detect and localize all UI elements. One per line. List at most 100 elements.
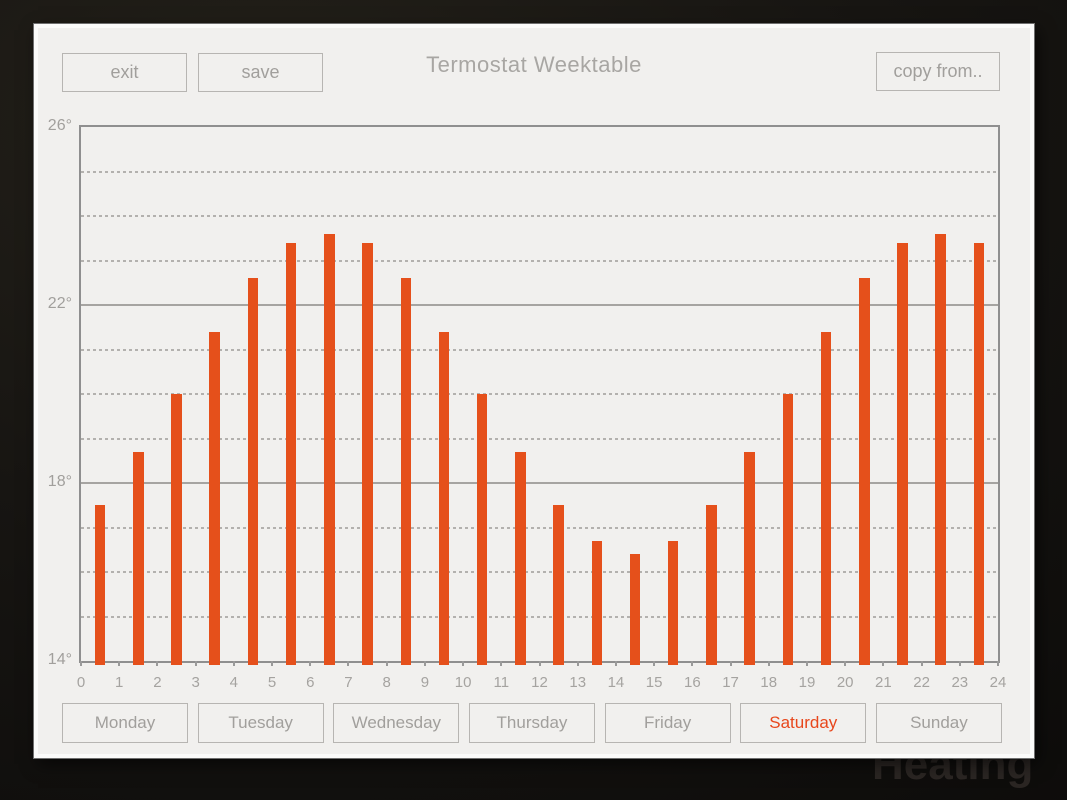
x-tick-14 (614, 661, 617, 666)
temp-bar-hour-23[interactable] (973, 242, 985, 665)
day-button-monday[interactable]: Monday (62, 703, 188, 743)
x-axis-label-22: 22 (913, 674, 930, 691)
x-tick-18 (767, 661, 770, 666)
x-axis-label-23: 23 (951, 674, 969, 691)
temp-bar-hour-9[interactable] (438, 331, 450, 665)
temp-bar-hour-22[interactable] (935, 233, 946, 665)
x-tick-2 (156, 661, 159, 666)
temp-bar-hour-18[interactable] (782, 394, 794, 665)
gridline-dashed-24 (81, 215, 998, 217)
x-tick-13 (576, 661, 579, 666)
x-tick-15 (653, 661, 656, 666)
gridline-dashed-19 (81, 437, 998, 440)
day-selector-row: Monday Tuesday Wednesday Thursday Friday Satu… (62, 703, 1002, 743)
x-tick-5 (271, 661, 274, 666)
temp-bar-hour-4[interactable] (247, 278, 259, 665)
y-axis-label-26: 26° (47, 117, 72, 134)
day-button-tuesday[interactable]: Tuesday (197, 703, 324, 743)
temp-bar-hour-17[interactable] (744, 451, 755, 665)
gridline-dashed-23 (81, 259, 998, 262)
gridline-solid-22 (81, 304, 998, 306)
page-title: Termostat Weektable (426, 52, 642, 77)
x-tick-16 (691, 661, 694, 666)
x-axis-label-7: 7 (344, 674, 353, 691)
temp-bar-hour-19[interactable] (820, 331, 832, 665)
x-axis-label-24: 24 (989, 674, 1007, 691)
x-tick-9 (423, 661, 426, 666)
temp-bar-hour-8[interactable] (400, 278, 412, 665)
x-axis-label-21: 21 (875, 674, 892, 691)
x-axis-label-0: 0 (76, 674, 86, 691)
temp-bar-hour-2[interactable] (171, 394, 182, 665)
x-axis-label-10: 10 (454, 674, 472, 691)
x-axis-label-9: 9 (420, 674, 430, 691)
x-tick-19 (805, 661, 808, 666)
x-tick-12 (538, 661, 541, 666)
x-axis-label-18: 18 (760, 674, 778, 691)
x-axis-label-13: 13 (569, 674, 587, 691)
x-axis-label-12: 12 (531, 674, 548, 691)
x-axis-label-11: 11 (493, 674, 510, 691)
gridline-dashed-17 (81, 526, 998, 529)
save-button[interactable]: save (198, 53, 323, 92)
temp-bar-hour-0[interactable] (94, 505, 106, 665)
x-axis-label-4: 4 (229, 674, 238, 691)
x-axis-label-3: 3 (191, 674, 200, 691)
y-axis-label-22: 22° (47, 295, 72, 312)
day-button-saturday[interactable]: Saturday (740, 703, 867, 743)
temp-bar-hour-5[interactable] (285, 242, 297, 665)
temp-bar-hour-21[interactable] (897, 242, 908, 665)
x-tick-20 (844, 661, 847, 666)
temp-bar-hour-16[interactable] (706, 505, 717, 665)
y-axis-label-14: 14° (47, 651, 72, 668)
x-axis-label-5: 5 (267, 674, 277, 691)
x-tick-3 (194, 661, 197, 666)
temp-bar-hour-13[interactable] (591, 540, 603, 665)
x-tick-6 (309, 661, 312, 666)
temp-bar-hour-11[interactable] (515, 451, 526, 665)
x-tick-23 (958, 661, 961, 666)
x-tick-21 (882, 661, 885, 666)
gridline-dashed-15 (81, 615, 998, 618)
x-tick-0 (80, 661, 82, 666)
day-button-thursday[interactable]: Thursday (468, 703, 595, 743)
x-axis-label-2: 2 (153, 674, 162, 691)
x-tick-4 (232, 661, 235, 666)
x-axis-label-15: 15 (645, 674, 663, 691)
gridline-dashed-21 (81, 348, 998, 351)
temp-bar-hour-20[interactable] (859, 278, 870, 665)
day-button-friday[interactable]: Friday (604, 703, 731, 743)
gridline-dashed-20 (81, 393, 998, 395)
gridline-dashed-25 (81, 170, 998, 173)
x-tick-22 (920, 661, 923, 666)
exit-button[interactable]: exit (62, 53, 187, 92)
x-tick-7 (347, 661, 350, 666)
x-axis-label-1: 1 (115, 674, 124, 691)
x-tick-11 (500, 661, 503, 666)
temp-bar-hour-1[interactable] (133, 451, 144, 665)
x-tick-1 (118, 661, 121, 666)
temp-bar-hour-6[interactable] (324, 233, 335, 665)
temp-bar-hour-14[interactable] (629, 554, 641, 665)
temp-bar-hour-15[interactable] (667, 540, 679, 665)
thermostat-weektable-panel: exit save Termostat Weektable copy from.… (33, 23, 1035, 759)
temp-bar-hour-12[interactable] (553, 505, 564, 665)
x-tick-17 (729, 661, 732, 666)
x-tick-8 (385, 661, 388, 666)
x-axis-label-8: 8 (382, 674, 391, 691)
x-axis-label-19: 19 (798, 674, 816, 691)
day-button-wednesday[interactable]: Wednesday (333, 703, 460, 743)
gridline-dashed-16 (81, 571, 998, 573)
x-axis-label-14: 14 (607, 674, 625, 691)
temperature-bar-chart (79, 125, 1000, 666)
gridline-solid-18 (81, 482, 998, 484)
x-axis-label-16: 16 (683, 674, 701, 691)
temp-bar-hour-7[interactable] (362, 242, 373, 665)
x-tick-24 (997, 661, 999, 666)
temp-bar-hour-10[interactable] (476, 394, 488, 665)
day-button-sunday[interactable]: Sunday (875, 703, 1002, 743)
temp-bar-hour-3[interactable] (209, 331, 220, 665)
copy-from-button[interactable]: copy from.. (876, 52, 1000, 91)
x-tick-10 (462, 661, 465, 666)
